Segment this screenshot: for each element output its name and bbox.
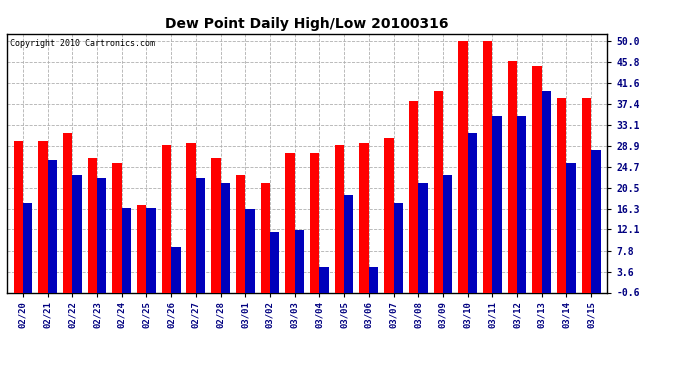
Bar	[161, 146, 171, 292]
Bar	[211, 158, 221, 292]
Bar	[112, 163, 121, 292]
Bar	[97, 178, 106, 292]
Bar	[48, 160, 57, 292]
Title: Dew Point Daily High/Low 20100316: Dew Point Daily High/Low 20100316	[166, 17, 448, 31]
Bar	[72, 175, 81, 292]
Bar	[533, 66, 542, 292]
Bar	[137, 205, 146, 292]
Bar	[591, 150, 600, 292]
Bar	[566, 163, 576, 292]
Bar	[335, 146, 344, 292]
Bar	[483, 41, 493, 292]
Bar	[384, 138, 393, 292]
Bar	[310, 153, 319, 292]
Bar	[433, 91, 443, 292]
Bar	[458, 41, 468, 292]
Bar	[443, 175, 453, 292]
Bar	[393, 202, 403, 292]
Bar	[121, 208, 131, 292]
Bar	[14, 141, 23, 292]
Bar	[88, 158, 97, 292]
Bar	[186, 143, 196, 292]
Bar	[557, 98, 566, 292]
Bar	[319, 267, 329, 292]
Bar	[261, 183, 270, 292]
Bar	[418, 183, 428, 292]
Bar	[221, 183, 230, 292]
Bar	[517, 116, 526, 292]
Bar	[542, 91, 551, 292]
Bar	[295, 230, 304, 292]
Bar	[582, 98, 591, 292]
Bar	[270, 232, 279, 292]
Bar	[369, 267, 378, 292]
Bar	[146, 208, 156, 292]
Bar	[359, 143, 369, 292]
Bar	[63, 133, 72, 292]
Text: Copyright 2010 Cartronics.com: Copyright 2010 Cartronics.com	[10, 39, 155, 48]
Bar	[171, 247, 181, 292]
Bar	[493, 116, 502, 292]
Bar	[196, 178, 205, 292]
Bar	[508, 61, 517, 292]
Bar	[245, 209, 255, 292]
Bar	[285, 153, 295, 292]
Bar	[409, 101, 418, 292]
Bar	[468, 133, 477, 292]
Bar	[23, 202, 32, 292]
Bar	[236, 175, 245, 292]
Bar	[38, 141, 48, 292]
Bar	[344, 195, 353, 292]
